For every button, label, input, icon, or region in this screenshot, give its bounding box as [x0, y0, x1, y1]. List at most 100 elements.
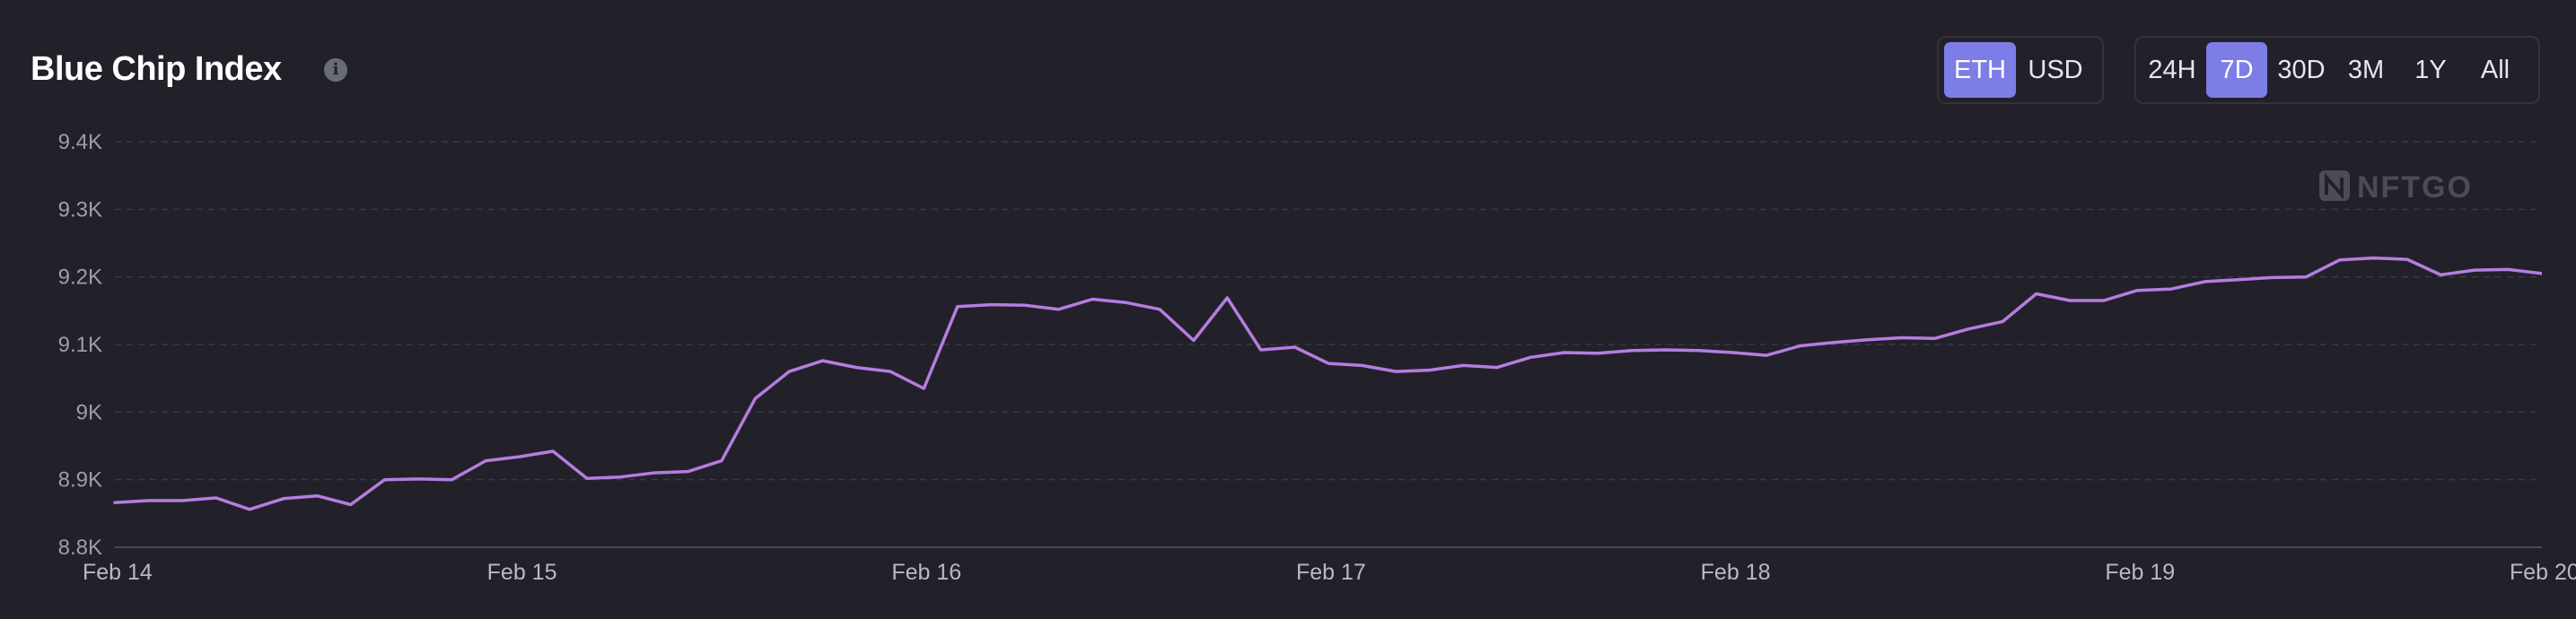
data-point[interactable] — [1353, 356, 1371, 374]
y-tick-label: 9.2K — [58, 266, 102, 290]
data-point[interactable] — [1016, 296, 1034, 314]
data-point[interactable] — [2297, 268, 2315, 286]
data-point[interactable] — [780, 362, 798, 380]
y-tick-label: 9.1K — [58, 333, 102, 357]
chart-title: Blue Chip Index — [31, 50, 282, 88]
data-point[interactable] — [847, 359, 865, 377]
data-point[interactable] — [1656, 341, 1674, 359]
data-point[interactable] — [713, 452, 731, 470]
data-point[interactable] — [173, 492, 191, 510]
range-option-30d[interactable]: 30D — [2277, 55, 2326, 84]
data-point[interactable] — [1387, 362, 1405, 380]
data-point[interactable] — [1893, 329, 1911, 347]
data-point[interactable] — [544, 442, 562, 460]
range-option-24h[interactable]: 24H — [2148, 55, 2196, 84]
data-point[interactable] — [881, 362, 899, 380]
data-point[interactable] — [645, 464, 663, 482]
data-point[interactable] — [1590, 344, 1608, 362]
data-point[interactable] — [2162, 280, 2180, 298]
data-point[interactable] — [1454, 356, 1472, 374]
range-option-7d[interactable]: 7D — [2206, 42, 2267, 98]
data-point[interactable] — [1083, 291, 1101, 309]
data-point[interactable] — [1185, 332, 1203, 350]
data-point[interactable] — [1825, 334, 1843, 352]
data-point[interactable] — [746, 389, 764, 407]
data-point[interactable] — [308, 487, 326, 505]
data-point[interactable] — [2230, 271, 2247, 289]
x-tick-label: Feb 14 — [83, 560, 153, 585]
data-point[interactable] — [1488, 359, 1506, 377]
data-point[interactable] — [679, 463, 697, 481]
data-point[interactable] — [275, 490, 293, 508]
data-point[interactable] — [241, 501, 258, 519]
range-option-3m[interactable]: 3M — [2347, 55, 2385, 84]
y-axis: 8.8K 8.9K 9K 9.1K 9.2K 9.3K 9.4K — [58, 130, 102, 560]
x-tick-label: Feb 19 — [2105, 560, 2175, 585]
range-option-1y[interactable]: 1Y — [2414, 55, 2447, 84]
data-point[interactable] — [1319, 354, 1337, 372]
y-tick-label: 9.3K — [58, 197, 102, 222]
data-point[interactable] — [477, 452, 495, 470]
data-point[interactable] — [611, 468, 629, 486]
data-point[interactable] — [2533, 265, 2551, 283]
data-point[interactable] — [2398, 250, 2416, 268]
data-point[interactable] — [1286, 338, 1304, 356]
data-point[interactable] — [578, 469, 596, 487]
data-point[interactable] — [2196, 273, 2214, 291]
data-point[interactable] — [2500, 260, 2518, 278]
data-point[interactable] — [1218, 289, 1236, 307]
data-point[interactable] — [983, 296, 1001, 314]
data-point[interactable] — [1623, 342, 1641, 360]
x-tick-label: Feb 15 — [487, 560, 557, 585]
data-point[interactable] — [1757, 346, 1775, 364]
data-point[interactable] — [106, 493, 124, 511]
x-tick-label: Feb 18 — [1701, 560, 1771, 585]
data-point[interactable] — [1792, 337, 1809, 355]
y-tick-label: 9K — [76, 400, 102, 424]
y-tick-label: 8.8K — [58, 536, 102, 560]
data-point[interactable] — [409, 470, 427, 488]
data-point[interactable] — [2331, 251, 2349, 269]
time-range-toggle: 24H 7D 30D 3M 1Y All — [2134, 36, 2540, 104]
data-point[interactable] — [1959, 320, 1977, 338]
data-point[interactable] — [442, 471, 460, 489]
data-point[interactable] — [1859, 331, 1877, 349]
data-point[interactable] — [1117, 293, 1135, 311]
nftgo-watermark: NFTGO — [2319, 170, 2471, 205]
data-point[interactable] — [1521, 348, 1539, 366]
series-line-0[interactable] — [113, 256, 2542, 511]
data-point[interactable] — [2466, 261, 2484, 279]
data-point[interactable] — [1993, 312, 2011, 330]
data-point[interactable] — [1724, 344, 1742, 362]
data-point[interactable] — [949, 298, 967, 316]
currency-option-usd[interactable]: USD — [2028, 55, 2083, 84]
data-point[interactable] — [2128, 282, 2146, 300]
data-point[interactable] — [2431, 266, 2449, 283]
data-point[interactable] — [376, 471, 394, 489]
data-point[interactable] — [1555, 344, 1573, 362]
range-option-all[interactable]: All — [2480, 55, 2510, 84]
data-point[interactable] — [2028, 285, 2046, 303]
data-point[interactable] — [1690, 342, 1708, 360]
data-point[interactable] — [207, 489, 225, 507]
data-point[interactable] — [2095, 292, 2113, 310]
data-point[interactable] — [1049, 301, 1067, 318]
data-point[interactable] — [139, 492, 157, 510]
data-point[interactable] — [1151, 301, 1169, 318]
data-point[interactable] — [342, 496, 360, 514]
info-icon[interactable]: i — [324, 58, 347, 82]
data-point[interactable] — [511, 448, 529, 466]
data-point[interactable] — [814, 352, 832, 370]
data-point[interactable] — [1926, 329, 1944, 347]
currency-option-eth[interactable]: ETH — [1944, 42, 2016, 98]
data-point[interactable] — [1421, 362, 1439, 379]
data-point[interactable] — [1252, 341, 1270, 359]
x-tick-label: Feb 20 — [2510, 560, 2576, 585]
data-point[interactable] — [2263, 268, 2281, 286]
currency-toggle: ETH USD — [1937, 36, 2104, 104]
data-point[interactable] — [2364, 249, 2382, 267]
data-point[interactable] — [915, 379, 933, 397]
data-point[interactable] — [2061, 292, 2079, 310]
